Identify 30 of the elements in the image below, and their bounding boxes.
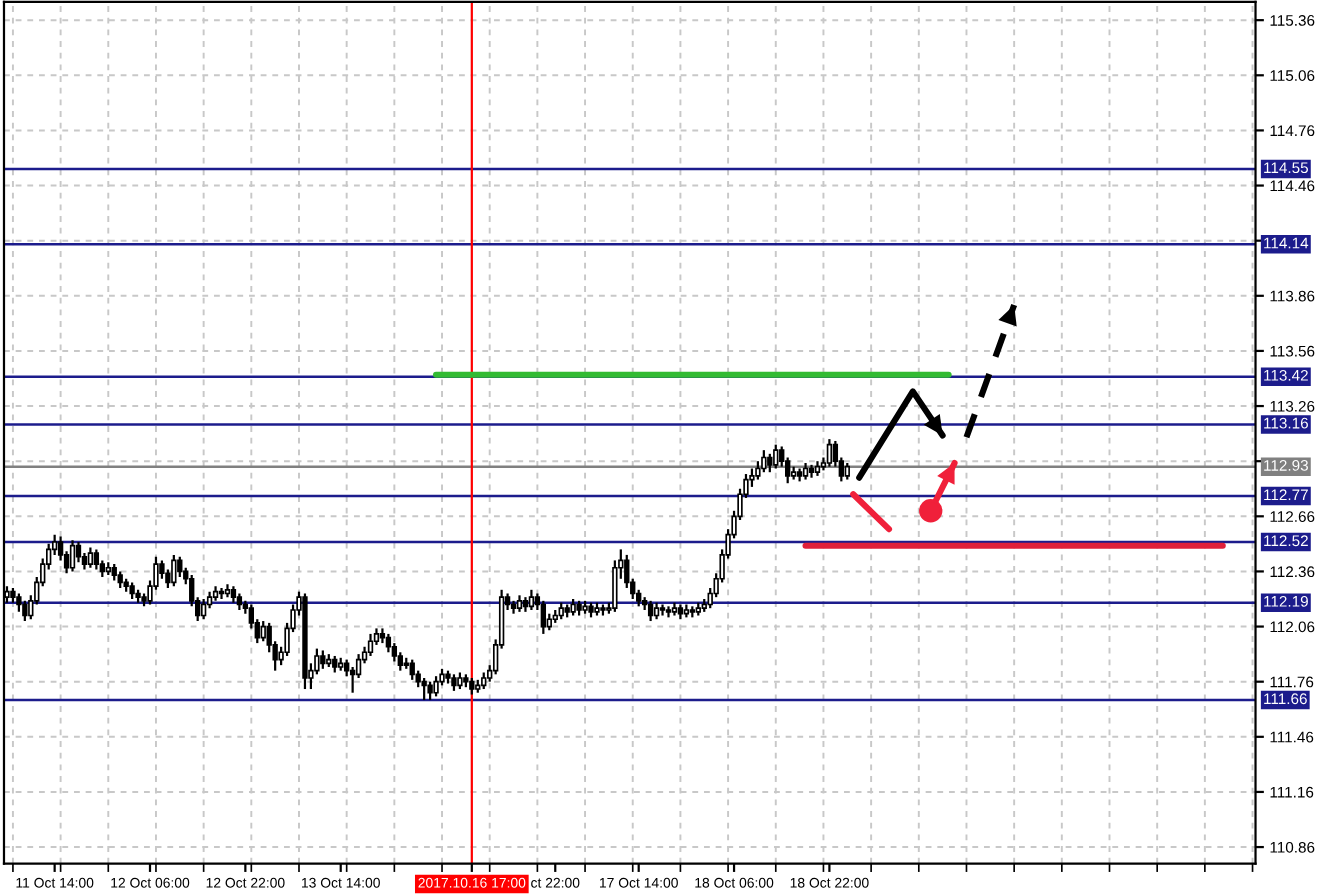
candlestick [391, 641, 398, 663]
candlestick [528, 588, 535, 612]
candlestick [379, 627, 386, 645]
candlestick [773, 443, 779, 470]
candlestick [761, 449, 767, 474]
candlestick [427, 680, 433, 702]
candlestick [177, 555, 183, 579]
candlestick [320, 649, 326, 670]
candlestick [367, 632, 374, 658]
candlestick [647, 599, 654, 623]
candlestick [22, 599, 28, 623]
candlestick [69, 539, 76, 573]
candlestick [409, 658, 415, 681]
candlestick [260, 619, 266, 643]
candlestick [218, 586, 225, 601]
candlestick [385, 632, 392, 654]
candlestick [171, 553, 177, 588]
candlestick [87, 546, 94, 569]
candlestick [397, 651, 403, 672]
candlestick [767, 452, 773, 474]
candlestick [75, 540, 82, 564]
candlestick [159, 559, 165, 580]
candlestick [16, 592, 22, 613]
candlestick [421, 676, 427, 702]
candlestick [826, 438, 833, 468]
candlestick [433, 675, 439, 698]
candlestick [165, 568, 171, 590]
candlestick [200, 597, 207, 621]
candlestick [93, 548, 100, 571]
candlestick [540, 599, 547, 636]
